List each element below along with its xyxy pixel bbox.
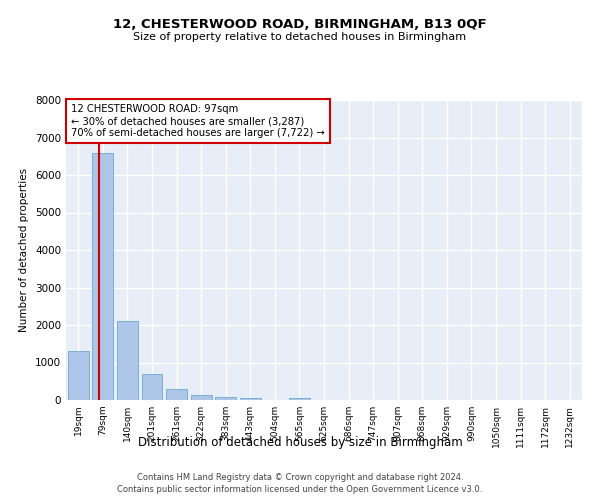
Bar xyxy=(117,322,138,400)
Bar xyxy=(68,351,89,400)
Text: Contains HM Land Registry data © Crown copyright and database right 2024.: Contains HM Land Registry data © Crown c… xyxy=(137,473,463,482)
Bar xyxy=(191,395,212,400)
Bar xyxy=(289,398,310,400)
Bar xyxy=(166,389,187,400)
Text: Contains public sector information licensed under the Open Government Licence v3: Contains public sector information licen… xyxy=(118,486,482,494)
Text: 12, CHESTERWOOD ROAD, BIRMINGHAM, B13 0QF: 12, CHESTERWOOD ROAD, BIRMINGHAM, B13 0Q… xyxy=(113,18,487,30)
Bar xyxy=(142,374,163,400)
Text: Size of property relative to detached houses in Birmingham: Size of property relative to detached ho… xyxy=(133,32,467,42)
Bar xyxy=(92,152,113,400)
Bar xyxy=(215,397,236,400)
Bar xyxy=(240,398,261,400)
Y-axis label: Number of detached properties: Number of detached properties xyxy=(19,168,29,332)
Text: 12 CHESTERWOOD ROAD: 97sqm
← 30% of detached houses are smaller (3,287)
70% of s: 12 CHESTERWOOD ROAD: 97sqm ← 30% of deta… xyxy=(71,104,325,138)
Text: Distribution of detached houses by size in Birmingham: Distribution of detached houses by size … xyxy=(137,436,463,449)
